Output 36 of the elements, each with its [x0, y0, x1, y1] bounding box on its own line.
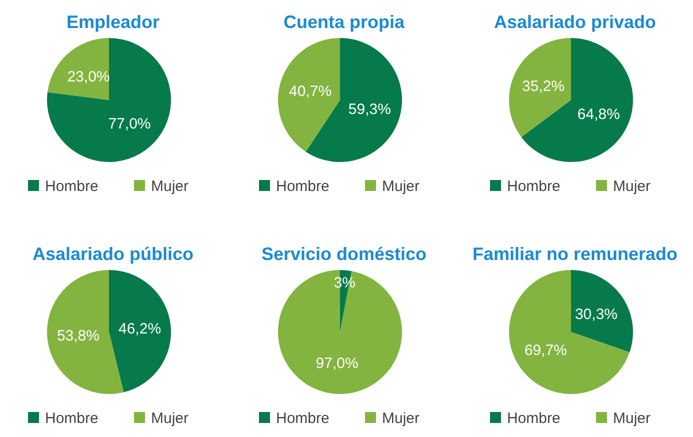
- legend-label: Mujer: [151, 410, 189, 427]
- legend-label: Mujer: [151, 178, 189, 195]
- data-label: 77,0%: [108, 115, 151, 132]
- data-label: 59,3%: [348, 100, 391, 118]
- data-label: 69,7%: [524, 342, 568, 359]
- chart-title: Asalariado privado: [494, 12, 656, 32]
- legend-label: Hombre: [276, 410, 330, 427]
- pie-slice: [509, 38, 571, 138]
- data-label: 35,2%: [522, 78, 565, 96]
- legend-label: Hombre: [507, 410, 560, 427]
- legend-label: Mujer: [613, 410, 651, 427]
- pie-slice: [521, 38, 633, 162]
- chart-title: Asalariado público: [32, 244, 194, 264]
- legend-label: Mujer: [613, 178, 651, 195]
- legend-label: Hombre: [507, 178, 560, 195]
- pie-slice: [47, 38, 171, 162]
- legend-label: Mujer: [382, 178, 420, 195]
- data-label: 53,8%: [56, 328, 100, 345]
- data-label: 40,7%: [289, 83, 332, 100]
- pie-slice: [571, 270, 633, 352]
- legend-label: Hombre: [45, 178, 98, 195]
- pie-slice: [278, 270, 402, 394]
- pie-slice: [278, 38, 340, 152]
- pie-slice: [509, 270, 630, 394]
- legend-label: Hombre: [276, 178, 330, 195]
- data-label: 30,3%: [574, 306, 618, 324]
- legend-label: Hombre: [45, 410, 98, 427]
- pie-slice: [109, 270, 171, 392]
- chart-title: Cuenta propia: [283, 12, 406, 32]
- data-label: 64,8%: [577, 106, 620, 123]
- data-label: 97,0%: [316, 354, 358, 372]
- legend-label: Mujer: [382, 410, 420, 427]
- chart-title: Empleador: [66, 12, 160, 32]
- chart-title: Servicio doméstico: [261, 244, 427, 264]
- data-label: 46,2%: [118, 320, 162, 338]
- chart-title: Familiar no remunerado: [472, 244, 678, 264]
